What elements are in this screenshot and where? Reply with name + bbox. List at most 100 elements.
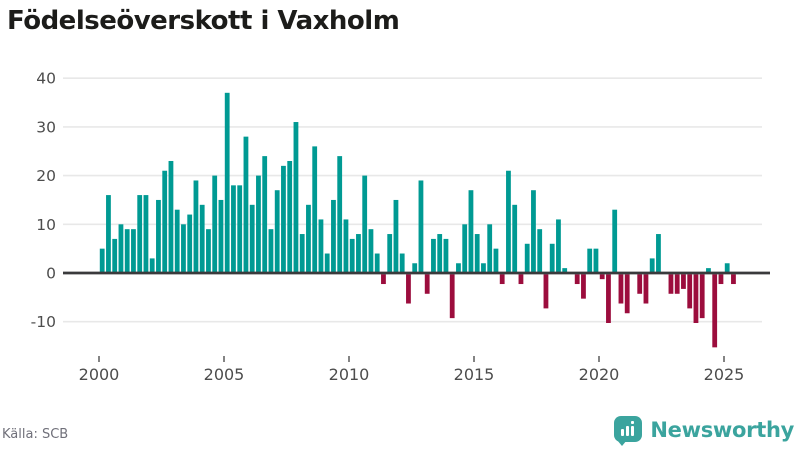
x-tick-label: 2005 (204, 365, 245, 384)
bar-positive (556, 219, 561, 273)
y-tick-label: -10 (31, 313, 56, 331)
y-tick-label: 30 (36, 118, 56, 136)
bar-negative (624, 274, 630, 314)
bar-negative (618, 274, 624, 304)
x-tick-label: 2020 (579, 365, 620, 384)
bar-positive (299, 234, 305, 273)
source-note: Källa: SCB (2, 427, 69, 442)
bar-positive (649, 258, 655, 273)
bar-positive (468, 190, 474, 273)
bar-positive (124, 229, 130, 273)
bar-negative (681, 274, 686, 289)
bar-negative (518, 274, 524, 285)
bar-positive (443, 238, 449, 273)
bar-negative (699, 274, 705, 319)
bar-positive (243, 136, 249, 273)
bar-negative (424, 274, 430, 294)
bar-positive (399, 253, 405, 273)
bar-positive (268, 229, 274, 273)
bar-positive (212, 175, 218, 273)
bar-positive (249, 204, 255, 273)
x-tick-label: 2010 (329, 365, 370, 384)
bar-positive (256, 175, 261, 273)
bar-negative (693, 274, 699, 323)
x-tick-label: 2000 (79, 365, 120, 384)
bar-chart-speech-bubble-icon (614, 416, 643, 446)
bar-positive (193, 180, 199, 273)
bar-positive (456, 263, 461, 273)
bar-positive (549, 243, 555, 273)
bar-positive (593, 248, 599, 273)
bar-positive (231, 185, 236, 273)
bar-negative (687, 274, 693, 309)
bar-positive (706, 268, 711, 273)
bar-positive (487, 224, 493, 273)
bar-positive (99, 248, 105, 273)
bar-positive (656, 234, 661, 273)
bar-positive (331, 199, 336, 273)
bar-positive (262, 156, 268, 273)
bar-negative (574, 274, 580, 285)
bar-positive (118, 224, 124, 273)
bar-positive (462, 224, 468, 273)
bar-positive (612, 209, 618, 273)
bar-positive (587, 248, 593, 273)
bar-positive (174, 209, 180, 273)
bar-negative (581, 274, 586, 299)
bar-positive (312, 146, 318, 273)
bar-positive (237, 185, 243, 273)
bar-positive (356, 234, 361, 273)
bar-negative (712, 274, 718, 348)
bar-positive (137, 195, 143, 273)
bar-positive (481, 263, 486, 273)
bar-positive (374, 253, 380, 273)
bar-positive (143, 195, 149, 273)
bar-positive (387, 234, 393, 273)
bar-positive (474, 234, 480, 273)
bar-positive (187, 214, 193, 273)
bar-negative (718, 274, 724, 285)
newsworthy-logo: Newsworthy (614, 416, 794, 446)
bar-negative (674, 274, 680, 294)
bar-positive (493, 248, 499, 273)
bar-positive (156, 199, 161, 273)
bar-positive (412, 263, 418, 273)
bar-positive (281, 165, 286, 273)
y-tick-label: 0 (46, 265, 56, 283)
bar-negative (668, 274, 674, 294)
brand-name: Newsworthy (650, 418, 794, 442)
bar-negative (731, 274, 736, 285)
bar-negative (643, 274, 649, 304)
y-tick-label: 40 (36, 70, 56, 88)
bar-negative (599, 274, 605, 280)
bar-positive (524, 243, 530, 273)
bar-positive (531, 190, 536, 273)
bar-positive (506, 170, 511, 273)
y-tick-label: 20 (36, 167, 56, 185)
x-tick-label: 2025 (704, 365, 745, 384)
bar-positive (224, 92, 230, 273)
bar-negative (543, 274, 549, 309)
bar-positive (206, 229, 211, 273)
bar-negative (381, 274, 386, 285)
bar-positive (287, 160, 293, 273)
bar-positive (131, 229, 136, 273)
bar-positive (181, 224, 186, 273)
bar-positive (149, 258, 155, 273)
bar-positive (199, 204, 205, 273)
bar-positive (393, 199, 399, 273)
bar-positive (562, 268, 568, 273)
bar-negative (406, 274, 411, 304)
bar-positive (318, 219, 324, 273)
bar-positive (324, 253, 330, 273)
y-tick-label: 10 (36, 216, 56, 234)
bar-positive (293, 122, 299, 273)
bar-positive (437, 234, 443, 273)
bar-positive (724, 263, 730, 273)
bar-positive (162, 170, 168, 273)
bar-negative (606, 274, 611, 323)
bar-positive (418, 180, 424, 273)
bar-positive (431, 238, 436, 273)
